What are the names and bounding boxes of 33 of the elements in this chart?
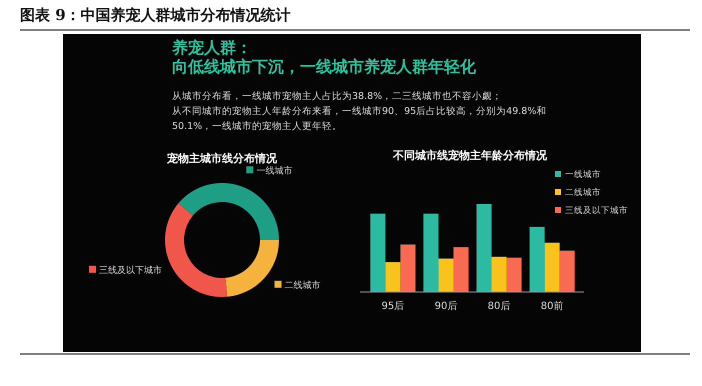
donut-slice [178, 183, 279, 240]
bar [506, 258, 522, 292]
legend-label: 一线城市 [256, 165, 292, 176]
x-tick-label: 90后 [434, 300, 458, 312]
legend-label: 三线及以下城市 [99, 264, 162, 276]
x-tick-label: 80后 [488, 300, 510, 312]
bar [476, 204, 492, 292]
bar [492, 256, 507, 292]
legend-label: 一线城市 [565, 169, 601, 180]
bar [544, 242, 560, 292]
bar [370, 214, 386, 292]
donut-slice [165, 203, 228, 297]
bar [530, 226, 545, 292]
bar [438, 258, 454, 292]
text: 向低线城市下沉，一线城市养宠人群年轻化 [172, 57, 477, 76]
legend-label: 三线及以下城市 [565, 205, 628, 216]
bar [423, 214, 438, 292]
text: 图表 9：中国养宠人群城市分布情况统计 [20, 6, 291, 24]
bar [385, 262, 400, 292]
chart-title: 不同城市线宠物主年龄分布情况 [392, 149, 548, 162]
x-tick-label: 80前 [540, 300, 564, 312]
bar [560, 250, 575, 292]
bar [400, 244, 416, 292]
bar [453, 247, 469, 292]
x-tick-label: 95后 [382, 300, 404, 312]
legend-label: 二线城市 [284, 280, 321, 291]
donut-slice [225, 240, 279, 297]
text: 50.1%，一线城市的宠物主人更年轻。 [172, 120, 342, 132]
text: 从不同城市的宠物主人年龄分布来看，一线城市90、95后占比较高，分别为49.8%和 [172, 105, 546, 117]
legend-label: 二线城市 [565, 187, 601, 198]
text: 从城市分布看，一线城市宠物主人占比为38.8%，二三线城市也不容小觑； [172, 90, 502, 102]
chart-title: 宠物主城市线分布情况 [166, 152, 278, 165]
text: 养宠人群： [171, 38, 252, 57]
